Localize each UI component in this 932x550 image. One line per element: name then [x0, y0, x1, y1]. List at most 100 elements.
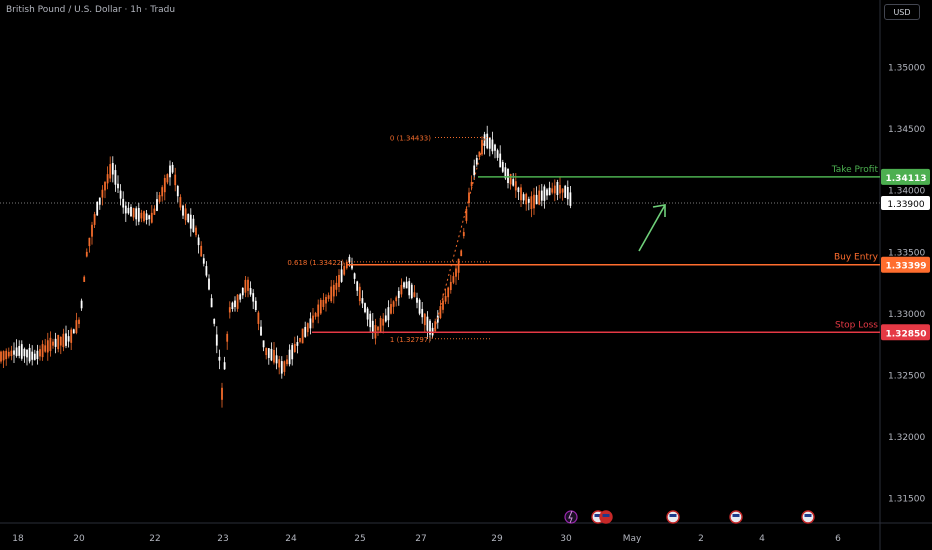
candle-body: [535, 194, 538, 205]
current-price-tag: [881, 196, 930, 211]
candle-body: [416, 297, 418, 303]
candle-body: [335, 282, 338, 290]
candle-body: [158, 194, 161, 202]
candle-body: [496, 150, 499, 158]
x-tick-label: May: [623, 534, 642, 544]
projection-arrowhead: [652, 204, 666, 217]
candle-body: [132, 208, 135, 218]
candle-body: [83, 276, 86, 282]
candle-body: [566, 186, 569, 200]
candle-body: [356, 281, 359, 291]
candle-body: [514, 181, 517, 191]
candle-body: [309, 318, 312, 329]
candle-body: [358, 286, 361, 302]
candle-body: [13, 350, 15, 355]
candle-body: [104, 182, 106, 191]
fib-level-label: 1 (1.32797): [390, 336, 431, 344]
candle-body: [382, 318, 385, 326]
candle-body: [488, 137, 491, 149]
candle-body: [405, 281, 408, 289]
candle-body: [127, 207, 130, 214]
x-tick-label: 23: [217, 534, 228, 544]
candle-body: [384, 315, 387, 322]
candle-body: [377, 326, 379, 331]
candle-body: [319, 299, 322, 314]
candle-body: [343, 266, 346, 275]
gb-flag-event-icon[interactable]: [599, 510, 613, 524]
candle-body: [111, 163, 114, 175]
candle-body: [434, 321, 437, 332]
candle-body: [226, 333, 229, 342]
currency-button[interactable]: USD: [884, 4, 920, 20]
chart-title: British Pound / U.S. Dollar · 1h · Tradu: [6, 5, 176, 15]
candle-body: [39, 349, 41, 357]
candle-body: [351, 263, 353, 269]
lightning-event-icon[interactable]: [564, 510, 578, 524]
candle-body: [148, 215, 151, 220]
candle-body: [140, 212, 143, 219]
current-price-label: 1.33900: [887, 200, 924, 210]
candle-body: [364, 303, 366, 313]
candle-body: [395, 297, 398, 302]
candle-body: [538, 190, 541, 205]
candle-body: [163, 178, 166, 193]
candle-body: [65, 333, 67, 346]
candle-body: [403, 282, 405, 288]
candle-body: [457, 258, 460, 273]
candle-body: [197, 237, 200, 246]
candle-body: [517, 187, 520, 193]
candle-body: [332, 284, 335, 297]
candle-body: [418, 299, 421, 314]
candle-body: [161, 187, 164, 197]
candle-body: [296, 342, 299, 346]
candle-body: [88, 237, 91, 247]
us-flag-event-icon[interactable]: [666, 510, 680, 524]
candle-body: [306, 323, 309, 333]
candle-body: [7, 351, 10, 357]
candle-body: [397, 290, 400, 299]
candle-body: [109, 164, 112, 179]
x-tick-label: 20: [73, 534, 85, 544]
candle-body: [101, 189, 104, 198]
candle-body: [208, 278, 210, 290]
candle-body: [275, 355, 278, 364]
candle-body: [530, 196, 533, 210]
candle-body: [569, 192, 572, 206]
candle-body: [387, 307, 390, 321]
candle-body: [470, 181, 473, 187]
candle-body: [59, 336, 62, 346]
candle-body: [559, 185, 561, 194]
candle-body: [244, 279, 247, 293]
candle-body: [317, 304, 320, 317]
x-tick-label: 18: [12, 534, 24, 544]
candle-body: [338, 275, 340, 287]
us-flag-event-icon[interactable]: [801, 510, 815, 524]
fib-level-label: 0 (1.34433): [390, 134, 431, 142]
fib-level-label: 0.618 (1.33422): [287, 259, 344, 267]
fib-trend-line: [431, 137, 486, 339]
level-price-label: 1.34113: [886, 174, 927, 184]
candle-body: [314, 312, 317, 317]
candle-body: [122, 198, 125, 208]
candle-body: [283, 361, 286, 372]
candle-body: [153, 208, 156, 215]
candle-body: [486, 133, 489, 149]
candle-body: [174, 174, 177, 186]
candle-body: [439, 306, 442, 318]
candle-body: [551, 188, 554, 193]
candle-body: [525, 193, 528, 205]
candle-body: [52, 341, 54, 346]
candle-body: [494, 144, 496, 151]
candle-body: [119, 190, 122, 199]
candle-body: [145, 213, 148, 220]
candle-body: [288, 349, 291, 365]
candle-body: [491, 139, 494, 152]
candle-body: [184, 208, 187, 221]
candle-body: [247, 279, 249, 291]
candle-body: [390, 304, 392, 314]
candle-body: [137, 207, 140, 222]
us-flag-event-icon[interactable]: [729, 510, 743, 524]
candle-body: [353, 273, 356, 279]
candle-body: [20, 344, 23, 359]
